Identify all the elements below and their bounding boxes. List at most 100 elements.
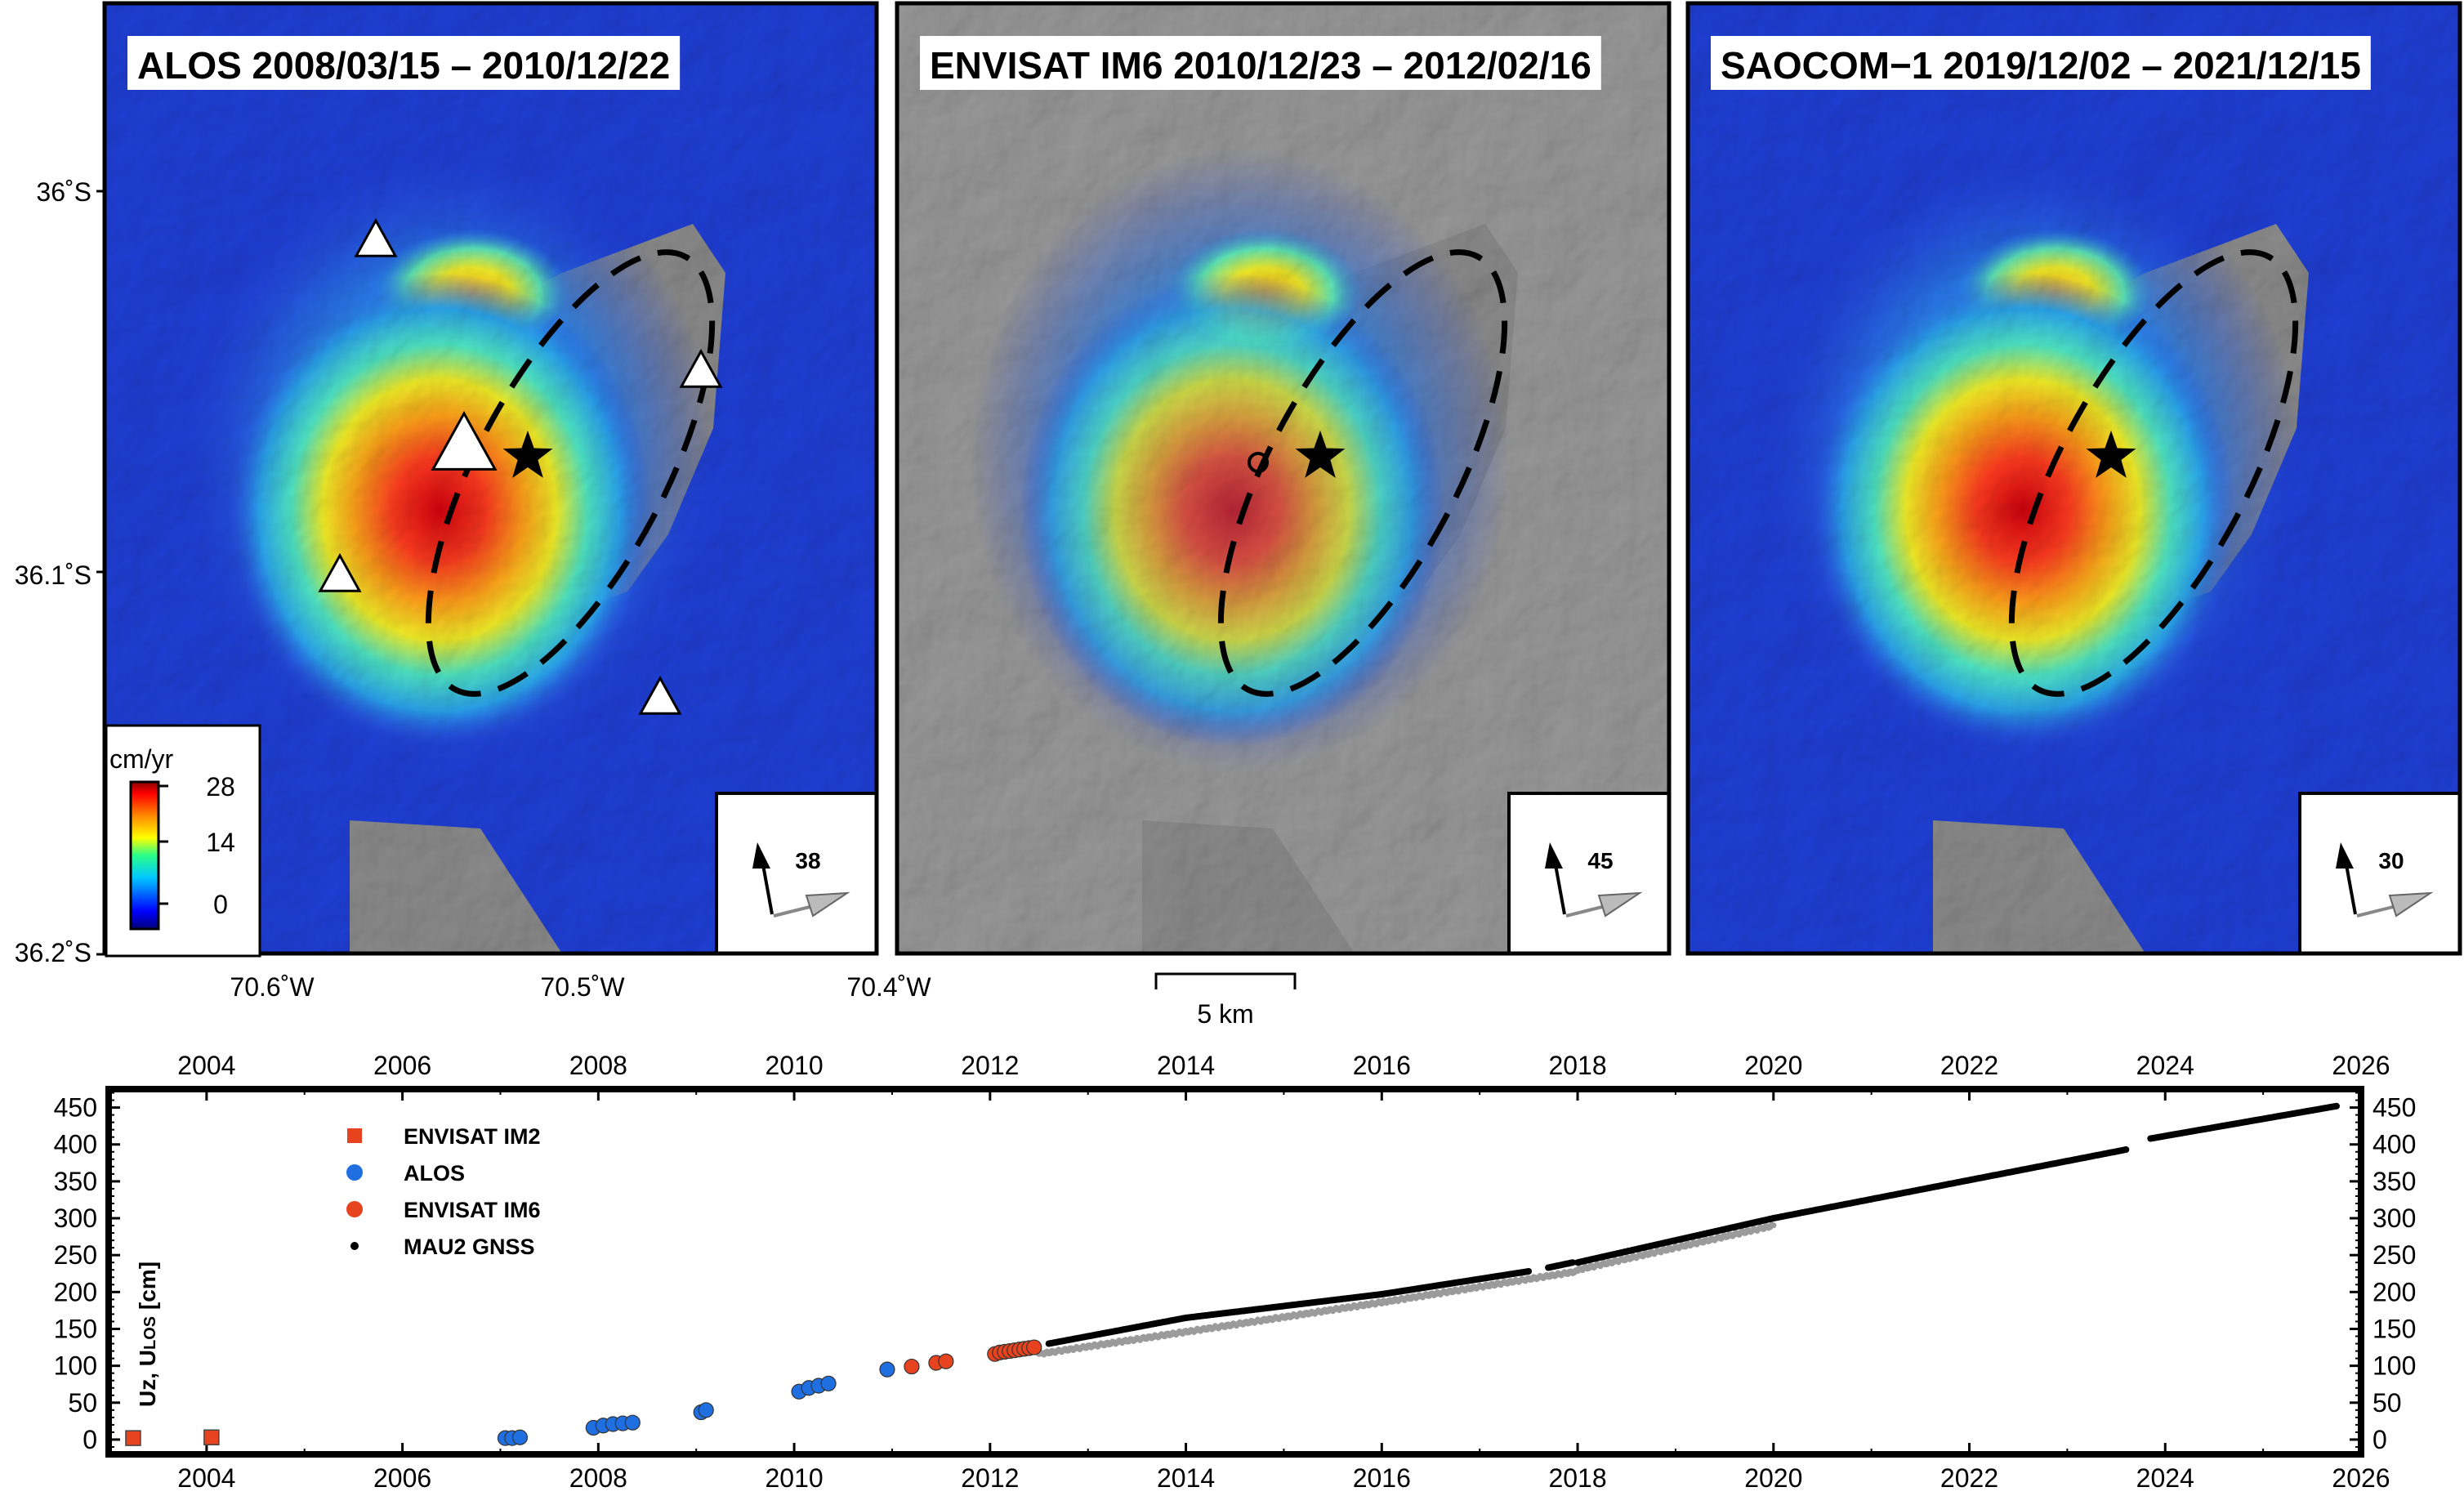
legend-label: ENVISAT IM2 [404, 1124, 541, 1149]
panel-frame [1685, 1, 2462, 956]
x-tick-label-bottom: 2004 [177, 1463, 235, 1493]
legend-label: ENVISAT IM6 [404, 1198, 541, 1222]
x-tick-label-bottom: 2024 [2136, 1463, 2194, 1493]
station-triangle-icon [638, 675, 682, 715]
x-tick-label-bottom: 2010 [765, 1463, 823, 1493]
y-tick-label-right: 450 [2372, 1093, 2416, 1123]
x-tick-label-top: 2008 [569, 1051, 627, 1080]
y-tick-label-left: 100 [54, 1351, 97, 1381]
x-tick-label-bottom: 2018 [1548, 1463, 1606, 1493]
y-tick-label-left: 50 [68, 1388, 97, 1418]
y-tick-label-right: 400 [2372, 1130, 2416, 1159]
station-triangle-icon [318, 552, 362, 592]
panel-title: ALOS 2008/03/15 – 2010/12/22 [137, 44, 670, 87]
station-triangle-icon [431, 410, 498, 471]
lat-label-36-1: 36.1˚S [15, 560, 92, 590]
y-tick-label-right: 50 [2372, 1388, 2402, 1418]
legend-marker-circle [346, 1201, 363, 1217]
map-panel-1: ALOS 2008/03/15 – 2010/12/22 38 [102, 1, 879, 956]
y-tick-label-right: 100 [2372, 1351, 2416, 1381]
data-point-circle [938, 1353, 954, 1369]
data-point-circle [879, 1361, 895, 1378]
x-tick-label-bottom: 2016 [1353, 1463, 1411, 1493]
legend-marker-circle [346, 1164, 363, 1181]
data-point-square [203, 1429, 220, 1445]
panel-title: SAOCOM−1 2019/12/02 – 2021/12/15 [1721, 44, 2361, 87]
lon-label-70-6: 70.6˚W [230, 972, 315, 1002]
y-tick-label-left: 250 [54, 1240, 97, 1270]
data-point-circle [624, 1414, 641, 1431]
epicenter-star-icon [2086, 431, 2136, 478]
x-tick-label-top: 2020 [1744, 1051, 1802, 1080]
epicenter-star-icon [1295, 431, 1346, 478]
series-envisat-im6 [904, 1339, 1042, 1375]
data-point-circle [1026, 1339, 1042, 1355]
data-point-square [125, 1430, 141, 1446]
x-tick-label-top: 2004 [177, 1051, 235, 1080]
scale-bar-label: 5 km [1197, 999, 1253, 1029]
gnss-point [2333, 1102, 2340, 1110]
x-tick-label-bottom: 2012 [961, 1463, 1019, 1493]
azimuth-arrow-icon [2336, 842, 2354, 869]
gray-comparison-series [1036, 1221, 1777, 1358]
legend-label: ALOS [404, 1161, 465, 1186]
y-tick-label-left: 400 [54, 1130, 97, 1159]
map-axes: 36˚S 36.1˚S 36.2˚S 70.6˚W 70.5˚W 70.4˚W … [15, 177, 1297, 1029]
colorbar-tick-label: 14 [206, 828, 235, 857]
series-envisat-im2 [125, 1429, 220, 1446]
y-tick-label-left: 150 [54, 1314, 97, 1343]
y-tick-label-left: 300 [54, 1203, 97, 1233]
x-tick-label-bottom: 2022 [1940, 1463, 1998, 1493]
y-tick-label-right: 250 [2372, 1240, 2416, 1270]
look-direction-arrow-icon [1597, 891, 1643, 918]
gnss-point [2123, 1146, 2130, 1153]
gnss-point [1569, 1259, 1577, 1266]
map-panel-3: SAOCOM−1 2019/12/02 – 2021/12/15 30 [1685, 1, 2462, 956]
lat-label-36: 36˚S [36, 177, 92, 207]
lon-label-70-5: 70.5˚W [540, 972, 625, 1002]
station-triangle-icon [679, 348, 723, 388]
legend-label: MAU2 GNSS [404, 1235, 535, 1259]
x-tick-label-top: 2018 [1548, 1051, 1606, 1080]
y-tick-label-right: 350 [2372, 1167, 2416, 1196]
look-direction-box: 30 [2298, 792, 2462, 955]
y-axis-label-main: Uz, U [135, 1350, 160, 1407]
x-tick-label-top: 2024 [2136, 1051, 2194, 1080]
x-tick-label-top: 2026 [2332, 1051, 2390, 1080]
y-tick-label-left: 200 [54, 1277, 97, 1306]
y-tick-label-left: 350 [54, 1167, 97, 1196]
panel-frame [895, 1, 1672, 956]
series-mau2-gnss [1045, 1102, 2340, 1347]
gnss-station-marker [1248, 452, 1269, 473]
plot-frame [105, 1086, 2364, 1458]
x-tick-label-bottom: 2020 [1744, 1463, 1802, 1493]
colorbar: cm/yr 28 14 0 [105, 724, 261, 958]
y-tick-label-right: 200 [2372, 1277, 2416, 1306]
x-tick-label-top: 2006 [373, 1051, 431, 1080]
data-point-circle [511, 1429, 529, 1445]
y-tick-label-left: 450 [54, 1093, 97, 1123]
x-tick-label-bottom: 2014 [1157, 1463, 1215, 1493]
legend-marker-square [347, 1128, 362, 1143]
look-direction-arrow-icon [2388, 891, 2434, 918]
colorbar-gradient [129, 780, 160, 931]
y-tick-label-left: 0 [83, 1425, 97, 1454]
panel-title-box: ENVISAT IM6 2010/12/23 – 2012/02/16 [920, 36, 1601, 90]
gnss-point [1525, 1268, 1533, 1275]
map-panel-2: ENVISAT IM6 2010/12/23 – 2012/02/16 45 [895, 1, 1672, 956]
y-tick-label-right: 150 [2372, 1314, 2416, 1343]
time-series-plot: 2004 2004 2006 2006 2008 2008 2010 2010 2012 2012… [54, 1051, 2417, 1493]
x-tick-label-top: 2014 [1157, 1051, 1215, 1080]
panel-frame [102, 1, 879, 956]
azimuth-arrow-icon [752, 842, 770, 869]
series-alos [497, 1361, 895, 1446]
panel-title-box: ALOS 2008/03/15 – 2010/12/22 [127, 36, 681, 90]
dashed-ellipse [1217, 249, 1508, 697]
y-axis-label-unit: [cm] [135, 1262, 160, 1316]
epicenter-star-icon [502, 431, 553, 478]
y-axis-label-subscript: LOS [141, 1316, 159, 1350]
incidence-angle: 38 [795, 848, 820, 873]
look-direction-box: 45 [1507, 792, 1671, 955]
x-tick-label-bottom: 2026 [2332, 1463, 2390, 1493]
y-tick-label-right: 300 [2372, 1203, 2416, 1233]
